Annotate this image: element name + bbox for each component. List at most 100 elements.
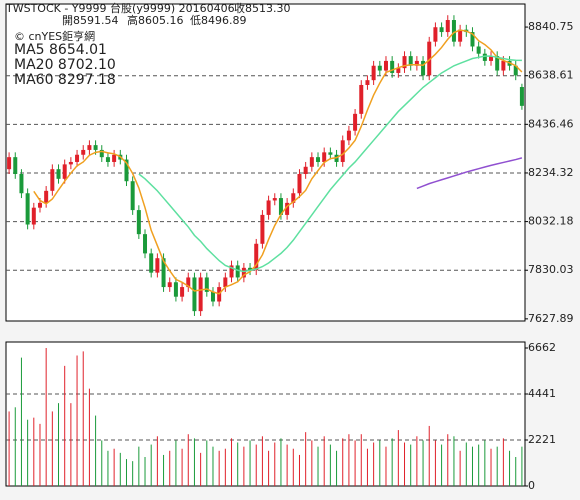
candle-body [266,200,271,215]
candle-body [427,41,432,76]
chart-title: TWSTOCK - Y9999 台股(y9999) 20160406 [5,1,235,15]
candle-body [143,234,148,254]
candle-body [44,190,49,203]
candle-body [433,27,438,42]
candle-body [476,46,481,54]
candle-body [322,152,327,162]
candle-body [210,291,215,302]
candle-body [371,65,376,81]
candle-body [470,32,475,47]
candle-body [62,164,67,179]
volume-panel [5,341,526,487]
candle-body [50,169,55,191]
candle-body [377,65,382,71]
candle-body [99,149,104,158]
candle-body [278,198,283,215]
y-tick-label: 8436.46 [528,117,574,130]
candle-body [161,258,166,288]
candle-body [235,265,240,278]
ma-line [138,55,522,273]
candle-body [56,169,61,179]
candle-body [489,56,494,61]
candle-body [445,20,450,33]
candle-body [383,60,388,71]
header-open: 開8591.54 [62,14,119,27]
candle-body [7,157,12,170]
y-tick-label: 8840.75 [528,20,574,33]
candle-body [451,20,456,42]
candle-body [353,113,358,131]
candle-body [396,68,401,73]
candle-body [198,277,203,312]
y-tick-label: 8638.61 [528,69,574,82]
candle-body [186,277,191,288]
y-tick-label: 8032.18 [528,215,574,228]
candle-body [297,174,302,194]
candle-body [149,253,154,273]
candle-body [439,27,444,33]
price-panel [5,3,526,322]
candle-body [173,282,178,297]
candle-body [316,157,321,162]
candle-body [124,159,129,182]
candle-body [495,56,500,71]
candle-body [513,65,518,76]
y-tick-label: 7627.89 [528,312,574,325]
candle-body [303,166,308,175]
candle-body [25,193,30,225]
candle-body [155,258,160,273]
candle-body [328,152,333,155]
candle-body [37,202,42,208]
candle-body [272,198,277,201]
candle-body [229,265,234,278]
y-tick-label: 2221 [528,433,556,446]
header-low: 低8496.89 [190,14,247,27]
candle-body [223,277,228,288]
candle-body [241,267,246,278]
candle-body [204,277,209,292]
candle-body [291,193,296,203]
candle-body [309,157,314,167]
legend-entry: MA20 8702.10 [14,57,116,73]
ma-line [416,157,523,190]
candle-body [346,130,351,141]
candle-body [340,140,345,162]
candle-body [408,56,413,66]
candle-body [130,181,135,211]
candle-body [501,60,506,71]
candle-body [260,214,265,244]
header-close: 收8513.30 [234,1,291,15]
candle-body [31,207,36,225]
candle-body [105,157,110,162]
candle-body [167,282,172,288]
watermark: © cnYES鉅亨網 [14,29,95,43]
ma-line [33,29,523,295]
y-tick-label: 6662 [528,341,556,354]
candle-body [421,60,426,76]
candle-body [19,174,24,194]
candle-body [248,267,253,271]
legend-entry: MA5 8654.01 [14,42,107,58]
y-tick-label: 4441 [528,387,556,400]
candle-body [402,56,407,69]
legend-entry: MA60 8297.18 [14,72,116,88]
candle-body [75,154,80,162]
candle-body [365,80,370,85]
candle-body [482,53,487,61]
y-tick-label: 0 [528,479,535,492]
candle-body [390,60,395,73]
candle-body [93,145,98,150]
candle-body [180,287,185,297]
candle-body [285,202,290,215]
candle-body [87,145,92,150]
candle-body [136,210,141,235]
candle-body [13,157,18,175]
candle-body [519,87,524,106]
y-tick-label: 8234.32 [528,166,574,179]
candle-body [112,154,117,162]
candle-body [254,243,259,271]
y-tick-label: 7830.03 [528,263,574,276]
candle-body [458,29,463,42]
